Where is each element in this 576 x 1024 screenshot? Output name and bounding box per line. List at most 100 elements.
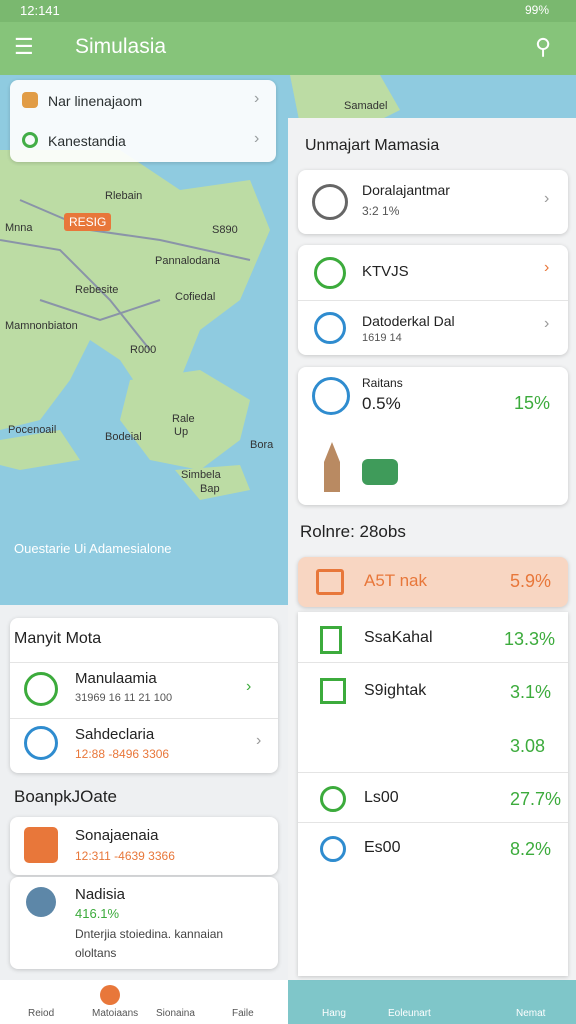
card[interactable]: Nadisia 416.1% Dnterjia stoiedina. kanna… — [10, 877, 278, 969]
nav-item[interactable]: Hang — [322, 1008, 346, 1019]
card-change: 15% — [514, 393, 551, 413]
map-label: Rlebain — [105, 190, 143, 202]
chevron: › — [246, 678, 252, 695]
row-sub: ololtans — [75, 946, 117, 960]
map-label: Bap — [200, 483, 220, 495]
icon — [24, 672, 58, 706]
card[interactable]: Raitans 0.5% 15% — [298, 367, 568, 505]
icon — [320, 786, 346, 812]
status-bar — [0, 0, 576, 22]
map-label: Mnna — [5, 222, 33, 234]
row-title: Es00 — [364, 839, 401, 856]
land — [290, 75, 400, 130]
card-sub: 1619 14 — [362, 332, 402, 344]
row-value: 416.1% — [75, 906, 120, 921]
map-label: Bora — [250, 439, 274, 451]
row-value: 3.08 — [510, 736, 546, 756]
panel-heading: Unmajart Mamasia — [305, 137, 440, 154]
map-label: Pocenoail — [8, 424, 57, 436]
list-card: SsaKahal 13.3% S9ightak 3.1% 3.08 Ls00 2… — [298, 612, 568, 976]
key-icon[interactable]: ⚲ — [535, 34, 552, 59]
nav-item[interactable]: Eoleunart — [388, 1008, 431, 1019]
land — [120, 370, 250, 470]
icon — [320, 678, 346, 704]
card-title: KTVJS — [362, 263, 409, 280]
map-tag[interactable]: RESIG — [64, 213, 112, 231]
row-title: Manulaamia — [75, 670, 157, 687]
row — [298, 772, 568, 825]
chevron: › — [544, 315, 550, 332]
row-text: Dnterjia stoiedina. kannaian — [75, 927, 224, 941]
row — [298, 300, 568, 353]
building-icon — [312, 442, 352, 492]
chevron: › — [544, 190, 550, 207]
row-title: SsaKahal — [364, 629, 433, 646]
nav-item[interactable]: Reiod — [28, 1008, 55, 1019]
chevron: › — [254, 130, 260, 147]
icon — [316, 569, 344, 595]
icon — [24, 726, 58, 760]
row-title: Nadisia — [75, 886, 126, 903]
row[interactable] — [10, 718, 278, 771]
row-title: Sahdeclaria — [75, 726, 155, 743]
section-heading: BoanpkJOate — [14, 787, 118, 806]
map-label: Rebesite — [75, 284, 119, 296]
map-label: Up — [174, 426, 189, 438]
icon — [320, 626, 342, 654]
icon — [24, 827, 58, 863]
nav-item[interactable]: Sionaina — [156, 1008, 195, 1019]
card-title: Datoderkal Dal — [362, 313, 455, 329]
row-sub: 12:88 -8496 3306 — [75, 747, 170, 761]
icon — [312, 377, 350, 415]
row-title: A5T nak — [364, 571, 428, 590]
nav-item[interactable]: Matoiaans — [92, 1008, 139, 1019]
section-heading: Rolnre: 28obs — [300, 522, 406, 541]
row-value: 3.1% — [510, 682, 552, 702]
icon — [22, 132, 38, 148]
nav-item[interactable]: Faile — [232, 1008, 254, 1019]
card[interactable]: Sonajaenaia 12:311 -4639 3366 — [10, 817, 278, 875]
row-highlight[interactable]: A5T nak 5.9% — [298, 557, 568, 607]
map-caption: Ouestarie Ui Adamesialone — [14, 541, 172, 556]
menu-icon[interactable]: ☰ — [14, 34, 34, 59]
icon — [314, 257, 346, 289]
chevron: › — [254, 90, 260, 107]
card[interactable]: KTVJS › Datoderkal Dal 1619 14 › — [298, 245, 568, 355]
search-row[interactable]: Kanestandia — [48, 133, 126, 149]
map-label: S890 — [212, 224, 238, 236]
nav-right — [288, 980, 576, 1024]
row-title: S9ightak — [364, 682, 427, 699]
icon — [312, 184, 348, 220]
icon — [320, 836, 346, 862]
land — [0, 430, 250, 500]
road — [0, 199, 251, 351]
row-sub: 12:311 -4639 3366 — [75, 849, 175, 863]
row — [298, 822, 568, 875]
map-label: Pannalodana — [155, 255, 220, 267]
card[interactable]: Doralajantmar 3:2 1% › — [298, 170, 568, 234]
chevron: › — [256, 732, 262, 749]
card-title: Raitans — [362, 376, 403, 390]
vehicle-icon — [362, 459, 398, 485]
row[interactable] — [10, 662, 278, 718]
map-label: Rale — [172, 413, 195, 425]
map-label: Bodeial — [105, 431, 142, 443]
map-label: Mamnonbiaton — [5, 320, 78, 332]
panel-heading: Manyit Mota — [14, 630, 102, 647]
row-value: 13.3% — [504, 629, 556, 649]
card: Manyit Mota Manulaamia 31969 16 11 21 10… — [10, 618, 278, 773]
icon — [314, 312, 346, 344]
search-row[interactable]: Nar linenajaom — [48, 93, 143, 109]
map-label: Cofiedal — [175, 291, 216, 303]
nav-icon — [100, 985, 120, 1005]
icon — [22, 92, 38, 108]
nav-item[interactable]: Nemat — [516, 1008, 546, 1019]
icon — [26, 887, 56, 917]
status-battery: 99% — [525, 3, 550, 17]
row-value: 5.9% — [510, 571, 552, 591]
card-title: Doralajantmar — [362, 182, 450, 198]
card-sub: 3:2 1% — [362, 204, 400, 218]
row-title: Sonajaenaia — [75, 827, 159, 844]
row-title: Ls00 — [364, 789, 399, 806]
